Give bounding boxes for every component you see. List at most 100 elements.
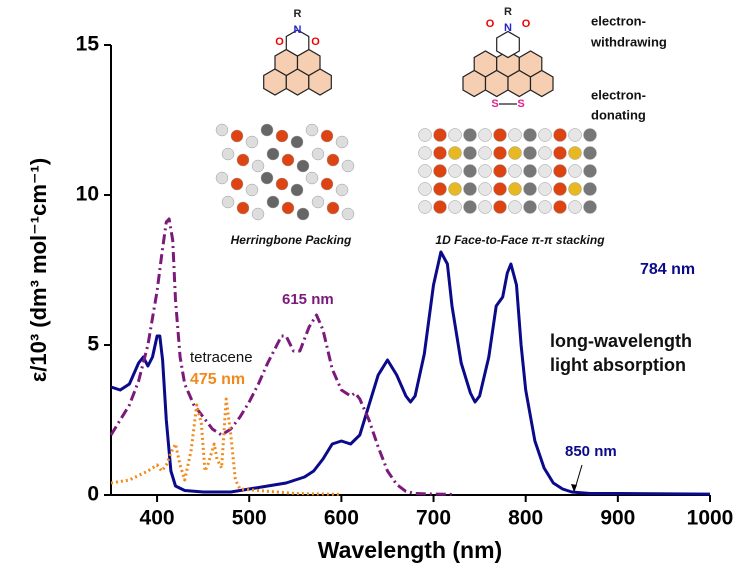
- packing-atom: [538, 200, 552, 214]
- packing-atom: [335, 183, 349, 197]
- packing-atom: [538, 164, 552, 178]
- packing-atom: [215, 171, 229, 185]
- caption: 1D Face-to-Face π-π stacking: [435, 233, 605, 247]
- x-tick-label: 800: [508, 507, 543, 530]
- packing-atom: [290, 135, 304, 149]
- packing-atom: [275, 129, 289, 143]
- packing-atom: [508, 164, 522, 178]
- atom-label: R: [504, 6, 512, 18]
- arrow-head: [571, 484, 577, 492]
- annotation: donating: [591, 107, 646, 122]
- packing-atom: [568, 164, 582, 178]
- packing-atom: [553, 128, 567, 142]
- ring: [462, 69, 487, 98]
- packing-atom: [448, 164, 462, 178]
- packing-atom: [290, 183, 304, 197]
- packing-atom: [508, 146, 522, 160]
- packing-atom: [320, 177, 334, 191]
- x-tick-label: 600: [324, 507, 359, 530]
- annotation: 784 nm: [640, 261, 695, 278]
- packing-atom: [478, 164, 492, 178]
- packing-atom: [568, 200, 582, 214]
- packing-atom: [433, 182, 447, 196]
- packing-atom: [553, 164, 567, 178]
- packing-atom: [311, 147, 325, 161]
- packing-atom: [433, 146, 447, 160]
- packing-atom: [418, 164, 432, 178]
- packing-atom: [260, 123, 274, 137]
- packing-atom: [230, 129, 244, 143]
- packing-atom: [433, 128, 447, 142]
- packing-atom: [448, 200, 462, 214]
- annotation: 850 nm: [565, 443, 617, 460]
- packing-atom: [583, 182, 597, 196]
- packing-atom: [335, 135, 349, 149]
- ring: [285, 29, 310, 57]
- y-tick-label: 15: [76, 33, 100, 56]
- packing-atom: [275, 177, 289, 191]
- packing-atom: [568, 182, 582, 196]
- atom-label: R: [294, 8, 302, 20]
- packing-atom: [478, 182, 492, 196]
- atom-label: O: [486, 18, 495, 30]
- packing-atom: [583, 200, 597, 214]
- atom-label: N: [294, 24, 302, 36]
- packing-atom: [553, 182, 567, 196]
- packing-atom: [493, 164, 507, 178]
- packing-atom: [230, 177, 244, 191]
- atom-label: O: [522, 18, 531, 30]
- y-axis-label: ε/10³ (dm³ mol⁻¹cm⁻¹): [26, 158, 51, 382]
- x-axis-label: Wavelength (nm): [318, 537, 502, 563]
- packing-atom: [251, 207, 265, 221]
- packing-atom: [523, 164, 537, 178]
- series-line: [110, 250, 711, 496]
- packing-atom: [433, 200, 447, 214]
- packing-atom: [583, 128, 597, 142]
- packing-atom: [245, 183, 259, 197]
- packing-atom: [583, 146, 597, 160]
- y-tick-label: 10: [76, 183, 99, 206]
- packing-atom: [236, 201, 250, 215]
- packing-atom: [281, 201, 295, 215]
- packing-atom: [266, 195, 280, 209]
- packing-atom: [305, 171, 319, 185]
- atom-label: S: [517, 98, 524, 110]
- packing-atom: [305, 123, 319, 137]
- packing-atom: [538, 182, 552, 196]
- packing-atom: [568, 146, 582, 160]
- ring: [484, 69, 509, 98]
- ring: [529, 69, 554, 98]
- annotation: tetracene: [190, 349, 253, 366]
- packing-atom: [281, 153, 295, 167]
- packing-atom: [418, 146, 432, 160]
- packing-atom: [463, 128, 477, 142]
- annotation: 475 nm: [190, 371, 245, 388]
- packing-atom: [508, 182, 522, 196]
- ring: [496, 30, 520, 59]
- annotation: withdrawing: [590, 34, 667, 49]
- packing-atom: [311, 195, 325, 209]
- packing-atom: [251, 159, 265, 173]
- annotation: electron-: [591, 13, 646, 28]
- atom-label: N: [504, 22, 512, 34]
- x-tick-label: 700: [416, 507, 451, 530]
- packing-atom: [221, 195, 235, 209]
- packing-atom: [508, 128, 522, 142]
- packing-atom: [463, 200, 477, 214]
- packing-atom: [296, 207, 310, 221]
- packing-atom: [463, 164, 477, 178]
- ring: [507, 69, 532, 98]
- packing-atom: [448, 182, 462, 196]
- packing-atom: [493, 128, 507, 142]
- packing-atom: [553, 146, 567, 160]
- packing-atom: [215, 123, 229, 137]
- x-tick-label: 400: [140, 507, 175, 530]
- packing-atom: [326, 201, 340, 215]
- packing-atom: [493, 200, 507, 214]
- packing-atom: [433, 164, 447, 178]
- packing-atom: [463, 146, 477, 160]
- packing-atom: [245, 135, 259, 149]
- packing-atom: [583, 164, 597, 178]
